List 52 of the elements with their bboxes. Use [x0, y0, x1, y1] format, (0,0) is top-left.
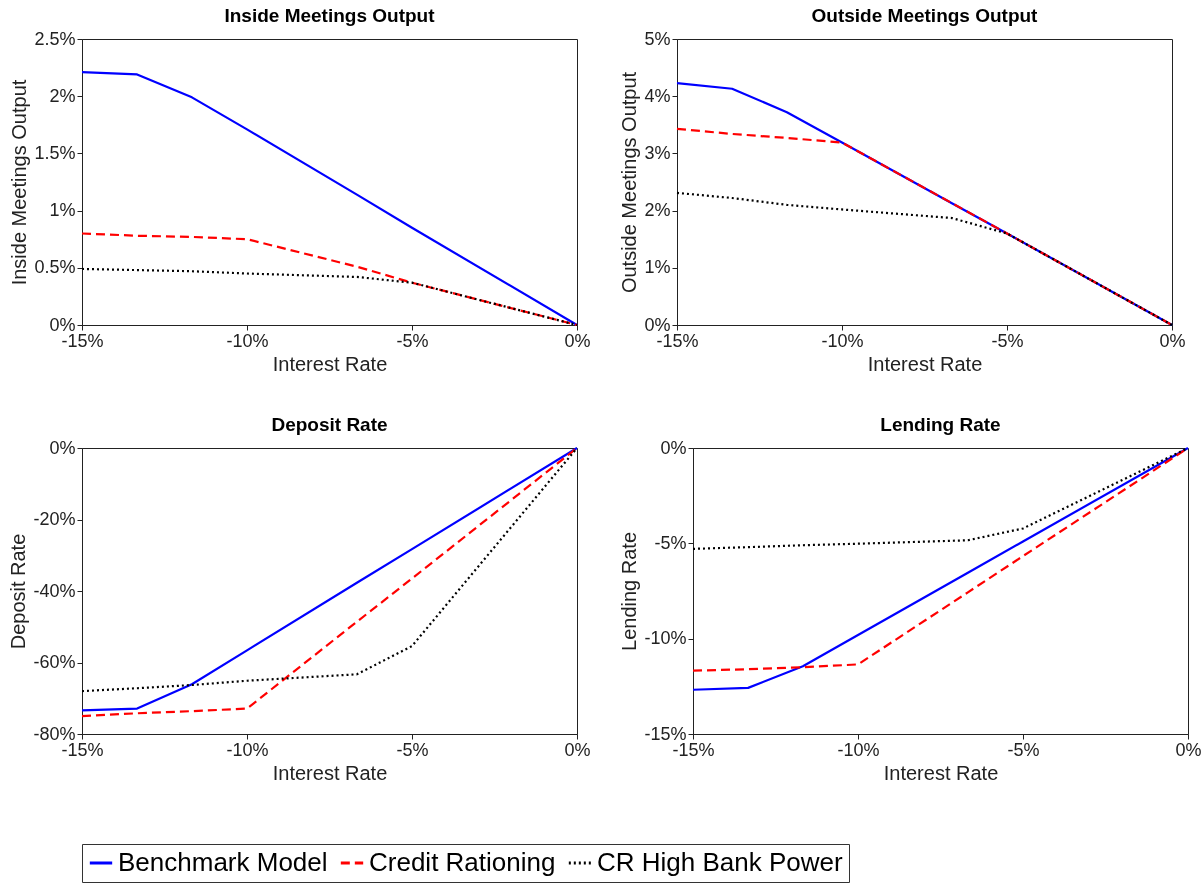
y-tick-label: -80%	[33, 723, 76, 744]
y-tick-label: 2.5%	[34, 28, 76, 49]
line-series	[80, 267, 579, 327]
y-tick-label: 2%	[644, 200, 671, 221]
y-axis-title: Inside Meetings Output	[8, 79, 31, 286]
y-tick-label: -40%	[33, 580, 76, 601]
chart-title: Inside Meetings Output	[224, 5, 436, 26]
x-tick-label: -5%	[396, 330, 429, 351]
x-tick-label: -10%	[837, 739, 880, 760]
x-tick-label: -5%	[396, 739, 429, 760]
x-axis-title: Interest Rate	[272, 761, 388, 784]
y-tick-label: -10%	[644, 628, 687, 649]
y-tick-label: 0%	[49, 437, 76, 458]
y-axis-title: Lending Rate	[618, 532, 641, 651]
y-tick-label: 0%	[49, 314, 76, 335]
x-tick-label: -5%	[1007, 739, 1040, 760]
line-series	[675, 127, 1174, 327]
y-tick-label: -60%	[33, 652, 76, 672]
y-tick-label: 0%	[644, 314, 671, 335]
y-tick-label: -5%	[654, 532, 687, 553]
y-tick-label: 1.5%	[34, 142, 76, 163]
y-tick-label: 0%	[660, 437, 687, 458]
y-tick-label: -20%	[33, 509, 76, 529]
y-axis-title: Deposit Rate	[7, 533, 30, 650]
x-tick-label: 0%	[1175, 739, 1201, 760]
x-axis-title: Interest Rate	[883, 761, 999, 784]
x-tick-label: -10%	[226, 739, 269, 760]
y-axis-title: Outside Meetings Output	[618, 71, 641, 294]
y-tick-label: 3%	[644, 142, 671, 163]
x-tick-label: -5%	[991, 330, 1024, 351]
y-tick-label: 4%	[644, 85, 671, 106]
x-tick-label: 0%	[564, 330, 591, 351]
chart-title: Deposit Rate	[271, 414, 388, 435]
y-tick-label: 0.5%	[34, 257, 76, 278]
chart-title: Outside Meetings Output	[811, 5, 1039, 26]
x-tick-label: 0%	[1159, 330, 1186, 351]
line-series	[675, 191, 1174, 327]
x-tick-label: 0%	[564, 739, 591, 760]
x-tick-label: -10%	[226, 330, 269, 351]
y-tick-label: 2%	[49, 85, 76, 106]
legend-label: Benchmark Model	[118, 847, 328, 877]
x-axis-title: Interest Rate	[272, 352, 388, 375]
legend-label: CR High Bank Power	[597, 847, 843, 877]
y-tick-label: 1%	[49, 200, 76, 221]
line-series	[80, 232, 579, 327]
line-series	[80, 71, 579, 327]
legend-label: Credit Rationing	[369, 847, 556, 877]
y-tick-label: 1%	[644, 257, 671, 278]
chart-title: Lending Rate	[880, 414, 1001, 435]
x-tick-label: -10%	[821, 330, 864, 351]
x-axis-title: Interest Rate	[867, 352, 983, 375]
y-tick-label: 5%	[644, 28, 671, 49]
